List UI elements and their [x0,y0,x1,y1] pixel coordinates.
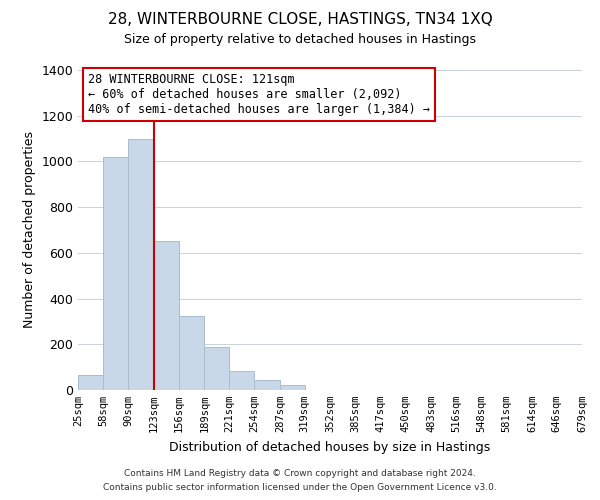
Bar [280,386,305,390]
Text: Contains HM Land Registry data © Crown copyright and database right 2024.: Contains HM Land Registry data © Crown c… [124,468,476,477]
Text: 28 WINTERBOURNE CLOSE: 121sqm
← 60% of detached houses are smaller (2,092)
40% o: 28 WINTERBOURNE CLOSE: 121sqm ← 60% of d… [88,73,430,116]
Bar [179,316,205,390]
Bar [103,157,128,390]
Text: 28, WINTERBOURNE CLOSE, HASTINGS, TN34 1XQ: 28, WINTERBOURNE CLOSE, HASTINGS, TN34 1… [107,12,493,28]
Text: Size of property relative to detached houses in Hastings: Size of property relative to detached ho… [124,32,476,46]
Bar [154,242,179,390]
Bar [78,375,103,390]
X-axis label: Distribution of detached houses by size in Hastings: Distribution of detached houses by size … [169,440,491,454]
Bar [229,370,254,390]
Bar [128,138,154,390]
Bar [205,346,229,390]
Y-axis label: Number of detached properties: Number of detached properties [23,132,36,328]
Bar [254,380,280,390]
Text: Contains public sector information licensed under the Open Government Licence v3: Contains public sector information licen… [103,484,497,492]
